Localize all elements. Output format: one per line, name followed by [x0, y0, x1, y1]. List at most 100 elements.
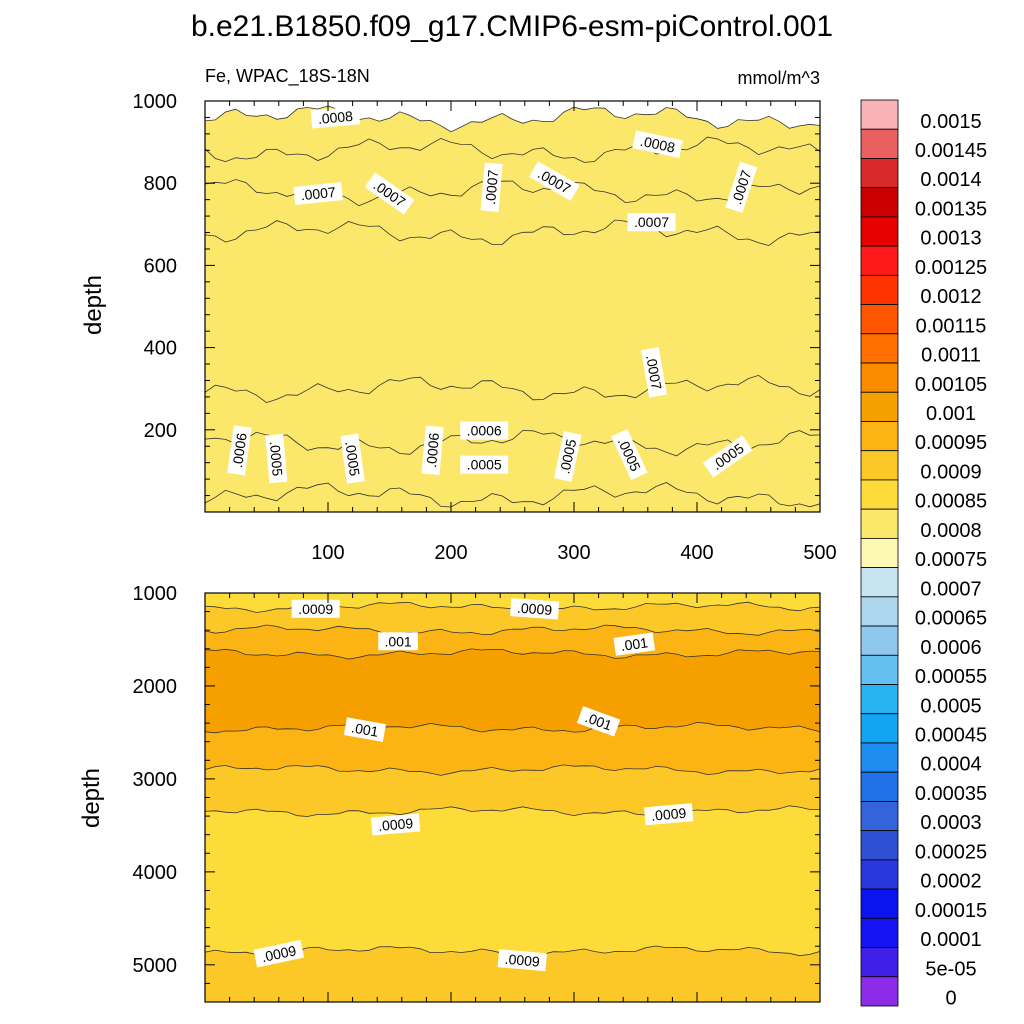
contour-label-text: .0005 [467, 457, 502, 473]
colorbar-label: 0 [945, 988, 956, 1010]
contour-line [205, 624, 820, 636]
colorbar-label: 0.00085 [915, 491, 987, 513]
colorbar-swatch [860, 333, 899, 364]
contour-label-text: .0008 [639, 133, 677, 156]
chart-title: b.e21.B1850.f09_g17.CMIP6-esm-piControl.… [191, 10, 833, 43]
contour-label: .0006 [421, 425, 444, 475]
contour-label: .0005 [554, 431, 582, 482]
contour-line [205, 764, 820, 776]
colorbar-label: 0.00135 [915, 198, 987, 220]
colorbar-label: 0.0013 [920, 228, 981, 250]
colorbar-swatch [860, 508, 899, 539]
colorbar-swatch [860, 596, 899, 627]
colorbar-swatch [860, 187, 899, 218]
colorbar-label: 0.0009 [920, 461, 981, 483]
colorbar-swatch [860, 421, 899, 452]
contour-label-text: .0008 [317, 108, 354, 127]
contour-line [205, 482, 820, 508]
contour-label: .0009 [370, 813, 421, 836]
colorbar: 0.0015 0.00145 0.0014 0.00135 0.0013 0.00125 0… [860, 99, 987, 1010]
colorbar-swatch [860, 245, 899, 276]
contour-label-text: .001 [620, 634, 649, 654]
y-tick-label: 400 [144, 338, 177, 360]
upper-depth-panel: .0006.0005.0005.0006.0005.0006.0005.0005… [133, 91, 837, 564]
contour-label-text: .0009 [517, 600, 553, 618]
contour-label: .0009 [497, 949, 547, 972]
y-tick-label: 3000 [133, 769, 178, 791]
contour-label-text: .0006 [467, 423, 502, 439]
colorbar-swatch [860, 684, 899, 715]
x-tick-label: 100 [311, 542, 344, 564]
colorbar-label: 0.0008 [920, 520, 981, 542]
contour-line [205, 219, 820, 247]
contour-label: .0009 [253, 939, 305, 968]
variable-label: Fe, WPAC_18S-18N [205, 66, 370, 87]
colorbar-label: 0.0014 [920, 169, 981, 191]
contour-line [205, 374, 820, 404]
colorbar-swatch [860, 479, 899, 510]
contour-line [205, 805, 820, 817]
contour-label-text: .0007 [643, 354, 665, 391]
contour-band-0.0008 [205, 105, 820, 512]
contour-label: .0005 [340, 433, 365, 484]
contour-band-0.0004 [205, 512, 820, 532]
contour-line [205, 136, 820, 163]
contour-label: .0007 [640, 347, 668, 398]
colorbar-swatch [860, 654, 899, 685]
lower-y-axis-label: depth [78, 768, 105, 828]
colorbar-swatch [860, 859, 899, 890]
colorbar-label: 0.0006 [920, 637, 981, 659]
contour-label: .0005 [265, 433, 288, 484]
colorbar-swatch [860, 158, 899, 189]
y-tick-label: 800 [144, 173, 177, 195]
contour-label-text: .0005 [267, 440, 286, 477]
colorbar-swatch [860, 625, 899, 656]
colorbar-swatch [860, 274, 899, 305]
contour-label: .0006 [460, 421, 509, 440]
contour-label-text: .0006 [423, 432, 442, 469]
colorbar-swatch [860, 391, 899, 422]
contour-label-text: .0009 [298, 601, 333, 617]
contour-label-text: .0007 [482, 169, 501, 206]
colorbar-swatch [860, 976, 899, 1007]
colorbar-label: 0.001 [926, 403, 976, 425]
contour-label-text: .0009 [377, 815, 414, 834]
upper-y-axis-label: depth [80, 275, 107, 335]
contour-label-text: .0009 [651, 805, 688, 824]
colorbar-label: 0.00055 [915, 666, 987, 688]
contour-band-0.0009 [205, 946, 820, 1002]
colorbar-swatch [860, 947, 899, 978]
colorbar-swatch [860, 450, 899, 481]
contour-label: .0008 [632, 130, 683, 158]
contour-label: .001 [378, 632, 418, 651]
colorbar-label: 0.0012 [920, 286, 981, 308]
contour-label-text: .001 [350, 719, 380, 740]
colorbar-swatch [860, 713, 899, 744]
contour-label-text: .001 [384, 633, 411, 649]
contour-label: .0006 [227, 425, 252, 476]
colorbar-label: 0.00105 [915, 374, 987, 396]
colorbar-label: 0.0003 [920, 812, 981, 834]
contour-line [205, 105, 820, 133]
contour-label: .001 [613, 632, 656, 656]
colorbar-swatch [860, 830, 899, 861]
colorbar-label: 0.0015 [920, 111, 981, 133]
contour-label-text: .0007 [634, 214, 669, 230]
colorbar-label: 0.0002 [920, 871, 981, 893]
x-tick-label: 500 [803, 542, 836, 564]
colorbar-swatch [860, 128, 899, 159]
colorbar-label: 0.0007 [920, 578, 981, 600]
x-tick-label: 200 [434, 542, 467, 564]
x-tick-label: 400 [680, 542, 713, 564]
colorbar-label: 0.00045 [915, 725, 987, 747]
contour-label: .0009 [291, 599, 340, 618]
colorbar-swatch [860, 742, 899, 773]
colorbar-swatch [860, 362, 899, 393]
colorbar-label: 0.00095 [915, 432, 987, 454]
contour-line [205, 721, 820, 734]
colorbar-label: 0.00065 [915, 608, 987, 630]
colorbar-label: 0.0005 [920, 695, 981, 717]
colorbar-swatch [860, 216, 899, 247]
colorbar-swatch [860, 537, 899, 569]
